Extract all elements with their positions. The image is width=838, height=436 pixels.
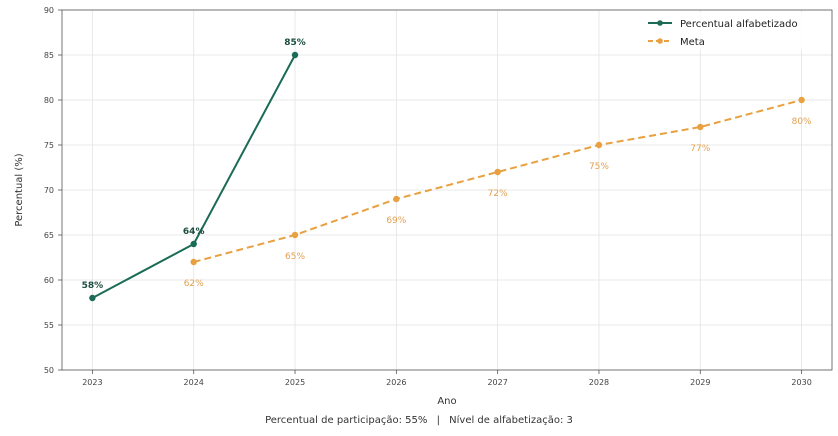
x-axis-label: Ano bbox=[437, 396, 456, 407]
data-point bbox=[595, 141, 603, 149]
data-label: 80% bbox=[792, 117, 812, 127]
x-tick-label: 2029 bbox=[690, 378, 710, 387]
legend-label-meta: Meta bbox=[680, 37, 705, 48]
participation-text: Percentual de participação: 55% bbox=[265, 415, 428, 426]
footer-caption: Percentual de participação: 55% | Nível … bbox=[0, 415, 838, 426]
y-tick-label: 50 bbox=[44, 366, 54, 375]
legend-label-alfabetizado: Percentual alfabetizado bbox=[680, 19, 798, 30]
data-label: 77% bbox=[690, 144, 710, 154]
data-point bbox=[291, 51, 299, 59]
x-tick-label: 2026 bbox=[386, 378, 406, 387]
grid bbox=[62, 9, 832, 371]
y-tick-label: 85 bbox=[44, 51, 54, 60]
x-tick-label: 2027 bbox=[487, 378, 507, 387]
x-tick-label: 2025 bbox=[285, 378, 305, 387]
data-label: 65% bbox=[285, 252, 305, 262]
y-tick-label: 75 bbox=[44, 141, 54, 150]
x-axis-ticks: 2023 2024 2025 2026 2027 2028 2029 2030 bbox=[82, 370, 812, 387]
data-point bbox=[798, 96, 805, 104]
y-axis-label: Percentual (%) bbox=[14, 153, 25, 226]
series bbox=[89, 51, 805, 302]
data-point bbox=[190, 258, 197, 266]
literacy-level-text: Nível de alfabetização: 3 bbox=[449, 415, 573, 426]
data-point bbox=[89, 294, 96, 302]
footer-separator: | bbox=[436, 415, 440, 426]
y-tick-label: 90 bbox=[44, 6, 54, 15]
data-point bbox=[393, 195, 400, 203]
y-tick-label: 80 bbox=[44, 96, 54, 105]
y-tick-label: 55 bbox=[44, 321, 54, 330]
x-tick-label: 2023 bbox=[82, 378, 102, 387]
data-point bbox=[291, 231, 299, 239]
legend: Percentual alfabetizado Meta bbox=[640, 12, 828, 50]
data-point bbox=[190, 240, 197, 248]
data-label: 69% bbox=[386, 216, 406, 226]
legend-marker-meta bbox=[657, 38, 663, 44]
y-axis-ticks: 50 55 60 65 70 75 80 85 90 bbox=[44, 6, 62, 375]
x-tick-label: 2024 bbox=[184, 378, 204, 387]
y-tick-label: 60 bbox=[44, 276, 54, 285]
x-tick-label: 2028 bbox=[589, 378, 609, 387]
data-label: 58% bbox=[82, 281, 104, 291]
data-label: 62% bbox=[184, 279, 204, 289]
data-labels: 58% 64% 85% 62% 65% 69% 72% 75% 77% 80% bbox=[82, 38, 812, 291]
data-label: 85% bbox=[284, 38, 306, 48]
data-label: 75% bbox=[589, 162, 609, 172]
data-label: 64% bbox=[183, 227, 205, 237]
x-tick-label: 2030 bbox=[791, 378, 811, 387]
y-tick-label: 65 bbox=[44, 231, 54, 240]
data-point bbox=[697, 123, 704, 131]
data-point bbox=[494, 168, 501, 176]
data-label: 72% bbox=[488, 189, 508, 199]
legend-marker-alfabetizado bbox=[657, 20, 663, 26]
legend-box bbox=[640, 12, 828, 50]
y-tick-label: 70 bbox=[44, 186, 54, 195]
